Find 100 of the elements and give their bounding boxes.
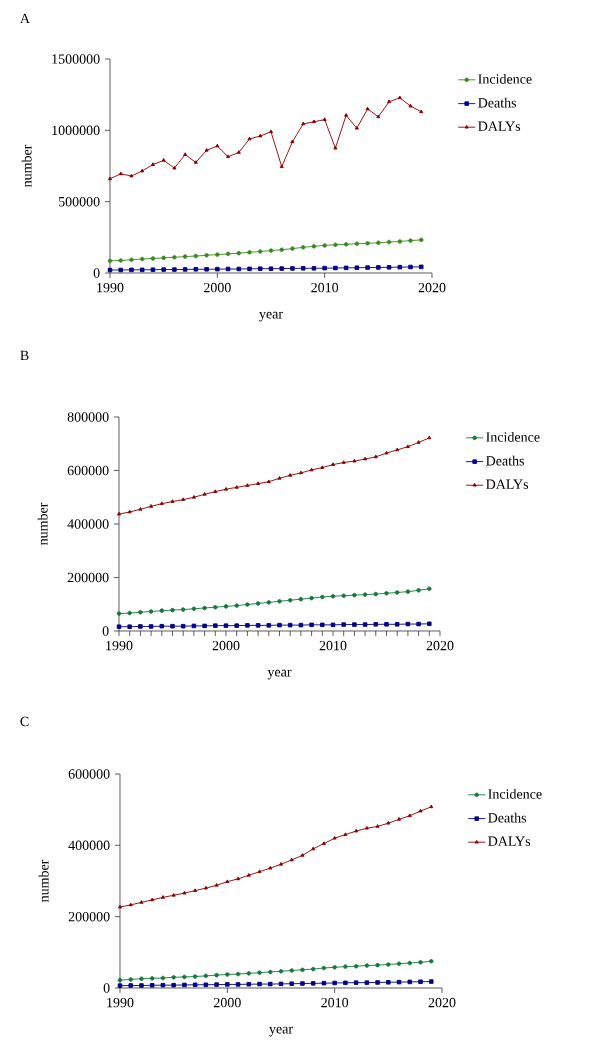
point bbox=[204, 148, 209, 152]
point bbox=[171, 982, 176, 988]
point bbox=[362, 622, 368, 627]
point bbox=[193, 160, 198, 164]
point bbox=[246, 981, 252, 987]
y-tick-label: 200000 bbox=[67, 572, 109, 583]
point bbox=[266, 479, 271, 484]
point bbox=[182, 890, 187, 895]
point bbox=[118, 258, 123, 263]
point bbox=[330, 462, 335, 466]
point bbox=[215, 143, 220, 148]
point bbox=[148, 609, 154, 614]
y-tick-label: 500000 bbox=[58, 196, 100, 207]
x-axis-title: year bbox=[267, 669, 292, 680]
point bbox=[277, 476, 282, 480]
point bbox=[234, 623, 239, 628]
point bbox=[139, 976, 144, 981]
point bbox=[321, 841, 326, 845]
point bbox=[257, 981, 262, 987]
point bbox=[363, 456, 368, 461]
legend-label: Deaths bbox=[478, 97, 517, 108]
point bbox=[373, 454, 378, 459]
point bbox=[181, 497, 186, 502]
point bbox=[234, 485, 239, 489]
point bbox=[257, 970, 262, 975]
point bbox=[159, 501, 164, 506]
point bbox=[138, 610, 143, 615]
point bbox=[203, 982, 209, 988]
x-axis-title: year bbox=[259, 311, 283, 322]
point bbox=[171, 893, 176, 897]
x-tick-label: 2020 bbox=[428, 997, 456, 1008]
point bbox=[161, 267, 166, 272]
point bbox=[376, 240, 381, 245]
point bbox=[127, 509, 132, 514]
y-tick-label: 800000 bbox=[67, 412, 109, 422]
point bbox=[139, 256, 145, 262]
x-tick-label: 2010 bbox=[321, 997, 349, 1008]
point bbox=[268, 248, 274, 253]
point bbox=[223, 604, 229, 609]
point bbox=[235, 982, 241, 987]
point bbox=[225, 972, 230, 977]
point bbox=[376, 114, 381, 119]
point bbox=[397, 264, 403, 270]
point bbox=[129, 173, 134, 178]
point bbox=[245, 602, 250, 607]
point bbox=[353, 980, 359, 985]
point bbox=[416, 440, 421, 444]
point bbox=[149, 983, 155, 988]
point bbox=[117, 983, 123, 988]
point bbox=[139, 983, 144, 988]
point bbox=[321, 965, 327, 971]
point bbox=[139, 267, 145, 273]
point bbox=[343, 980, 348, 986]
point bbox=[117, 904, 123, 909]
point bbox=[191, 623, 197, 629]
point bbox=[416, 588, 421, 593]
point bbox=[354, 241, 360, 246]
point bbox=[193, 253, 199, 259]
legend-label: DALYs bbox=[488, 836, 531, 846]
point bbox=[364, 963, 370, 968]
point bbox=[332, 965, 337, 970]
point bbox=[300, 266, 306, 271]
point bbox=[278, 981, 284, 987]
legend-label: Incidence bbox=[486, 431, 540, 442]
point bbox=[268, 969, 273, 975]
point bbox=[405, 621, 411, 627]
point bbox=[341, 622, 346, 627]
point bbox=[289, 968, 294, 973]
y-tick-label: 200000 bbox=[68, 911, 110, 922]
point bbox=[172, 255, 177, 260]
point bbox=[344, 113, 349, 117]
point bbox=[268, 865, 273, 870]
point bbox=[341, 460, 346, 464]
point bbox=[396, 979, 402, 985]
y-axis-title: number bbox=[38, 859, 49, 903]
point bbox=[180, 607, 186, 612]
legend-label: DALYs bbox=[486, 479, 529, 489]
point bbox=[150, 162, 155, 166]
point bbox=[343, 964, 348, 969]
legend-label: Incidence bbox=[488, 788, 542, 799]
legend-label: Deaths bbox=[488, 812, 527, 823]
point bbox=[408, 103, 413, 108]
point bbox=[117, 977, 123, 983]
point bbox=[128, 983, 133, 988]
point bbox=[287, 622, 293, 628]
point bbox=[387, 99, 392, 104]
point bbox=[150, 897, 155, 902]
point bbox=[407, 960, 413, 966]
point bbox=[300, 967, 305, 973]
point bbox=[375, 980, 380, 985]
point bbox=[193, 888, 198, 892]
point bbox=[236, 266, 242, 272]
point bbox=[373, 591, 379, 597]
point bbox=[397, 95, 402, 100]
point bbox=[245, 483, 250, 487]
point bbox=[407, 979, 413, 985]
x-axis-title: year bbox=[269, 1026, 293, 1037]
point bbox=[320, 594, 325, 600]
point bbox=[150, 256, 156, 261]
point bbox=[116, 511, 122, 516]
